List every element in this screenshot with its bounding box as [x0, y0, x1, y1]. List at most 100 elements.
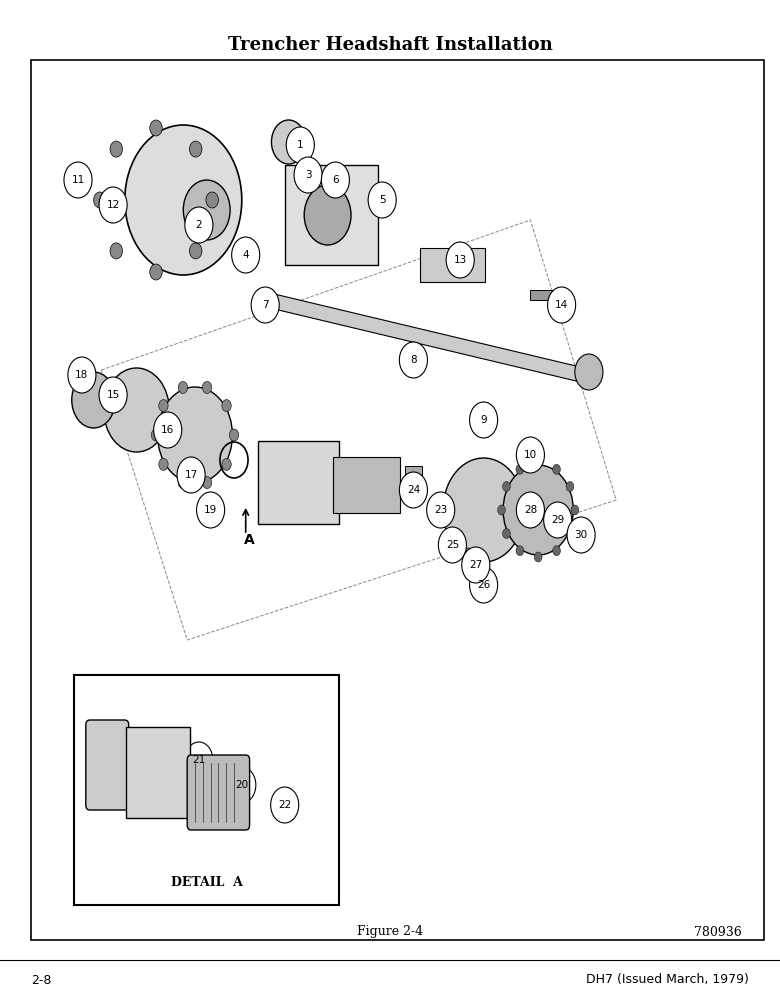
- Circle shape: [177, 457, 205, 493]
- Circle shape: [154, 412, 182, 448]
- Circle shape: [552, 464, 560, 474]
- Circle shape: [222, 458, 231, 470]
- Circle shape: [150, 264, 162, 280]
- Circle shape: [179, 477, 188, 489]
- Circle shape: [516, 492, 544, 528]
- Circle shape: [534, 552, 542, 562]
- Text: 28: 28: [524, 505, 537, 515]
- Bar: [74, 675, 339, 905]
- Circle shape: [294, 157, 322, 193]
- Circle shape: [104, 368, 169, 452]
- Circle shape: [502, 528, 510, 538]
- Circle shape: [64, 162, 92, 198]
- Text: DETAIL  A: DETAIL A: [171, 876, 243, 890]
- Text: A: A: [244, 533, 255, 547]
- Circle shape: [498, 505, 505, 515]
- Circle shape: [534, 458, 542, 468]
- FancyBboxPatch shape: [420, 248, 485, 282]
- Circle shape: [125, 125, 242, 275]
- FancyBboxPatch shape: [285, 165, 378, 265]
- Circle shape: [470, 567, 498, 603]
- Circle shape: [271, 787, 299, 823]
- Polygon shape: [257, 290, 593, 385]
- Text: 19: 19: [204, 505, 217, 515]
- Circle shape: [110, 141, 122, 157]
- Text: 14: 14: [555, 300, 568, 310]
- Text: 13: 13: [454, 255, 466, 265]
- Circle shape: [179, 381, 188, 393]
- Text: 12: 12: [107, 200, 119, 210]
- Circle shape: [190, 243, 202, 259]
- Text: Trencher Headshaft Installation: Trencher Headshaft Installation: [228, 36, 552, 54]
- Text: 26: 26: [477, 580, 490, 590]
- Text: 16: 16: [161, 425, 174, 435]
- Circle shape: [502, 482, 510, 491]
- Circle shape: [321, 162, 349, 198]
- Circle shape: [548, 287, 576, 323]
- Circle shape: [190, 141, 202, 157]
- Text: 25: 25: [446, 540, 459, 550]
- Circle shape: [516, 437, 544, 473]
- Circle shape: [251, 287, 279, 323]
- Circle shape: [202, 381, 211, 393]
- FancyBboxPatch shape: [86, 720, 129, 810]
- FancyBboxPatch shape: [187, 755, 250, 830]
- Circle shape: [159, 458, 168, 470]
- Text: 9: 9: [480, 415, 487, 425]
- Circle shape: [516, 464, 524, 474]
- FancyBboxPatch shape: [126, 727, 190, 818]
- Circle shape: [206, 192, 218, 208]
- Circle shape: [197, 492, 225, 528]
- Text: 20: 20: [236, 780, 248, 790]
- Circle shape: [443, 458, 524, 562]
- Circle shape: [304, 185, 351, 245]
- Circle shape: [185, 207, 213, 243]
- Text: 27: 27: [470, 560, 482, 570]
- Circle shape: [470, 402, 498, 438]
- Text: 15: 15: [107, 390, 119, 400]
- Circle shape: [94, 192, 106, 208]
- Circle shape: [399, 472, 427, 508]
- Text: 8: 8: [410, 355, 417, 365]
- Circle shape: [566, 482, 574, 491]
- Text: 30: 30: [575, 530, 587, 540]
- Text: 10: 10: [524, 450, 537, 460]
- Text: DH7 (Issued March, 1979): DH7 (Issued March, 1979): [586, 974, 749, 986]
- Circle shape: [150, 120, 162, 136]
- Circle shape: [544, 502, 572, 538]
- Text: 1: 1: [297, 140, 303, 150]
- Circle shape: [99, 187, 127, 223]
- Text: 18: 18: [76, 370, 88, 380]
- Circle shape: [68, 357, 96, 393]
- Circle shape: [575, 354, 603, 390]
- Circle shape: [571, 505, 579, 515]
- Text: 3: 3: [305, 170, 311, 180]
- Circle shape: [447, 538, 458, 552]
- FancyBboxPatch shape: [405, 466, 422, 493]
- Circle shape: [474, 558, 485, 572]
- Bar: [530, 290, 562, 300]
- Circle shape: [427, 492, 455, 528]
- Circle shape: [446, 242, 474, 278]
- Text: 780936: 780936: [693, 926, 742, 938]
- Circle shape: [567, 517, 595, 553]
- Text: Figure 2-4: Figure 2-4: [357, 926, 423, 938]
- Text: 5: 5: [379, 195, 385, 205]
- Circle shape: [438, 527, 466, 563]
- Circle shape: [566, 528, 574, 538]
- Text: 21: 21: [193, 755, 205, 765]
- Circle shape: [151, 429, 161, 441]
- Circle shape: [552, 546, 560, 556]
- Text: 29: 29: [551, 515, 564, 525]
- Circle shape: [576, 531, 587, 545]
- Text: 24: 24: [407, 485, 420, 495]
- Circle shape: [229, 429, 239, 441]
- Text: 4: 4: [243, 250, 249, 260]
- Circle shape: [232, 237, 260, 273]
- Circle shape: [525, 503, 536, 517]
- FancyBboxPatch shape: [258, 441, 339, 524]
- Circle shape: [463, 548, 473, 562]
- Circle shape: [159, 400, 168, 412]
- Text: 11: 11: [72, 175, 84, 185]
- Circle shape: [503, 465, 573, 555]
